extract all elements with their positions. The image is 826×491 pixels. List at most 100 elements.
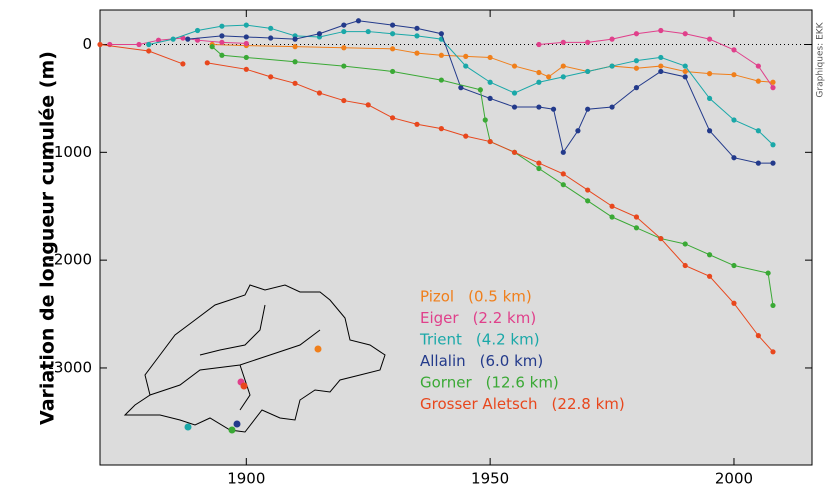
- data-point: [706, 71, 713, 77]
- data-point: [243, 40, 249, 47]
- plot-area: [99, 9, 813, 466]
- data-point: [194, 27, 201, 34]
- data-point: [609, 104, 615, 110]
- data-point: [463, 53, 469, 59]
- data-point: [770, 142, 776, 148]
- data-point: [755, 160, 761, 166]
- data-point: [511, 63, 518, 69]
- data-point: [706, 36, 713, 42]
- data-point: [268, 74, 274, 80]
- legend-length: (12.6 km): [486, 374, 559, 392]
- data-point: [365, 28, 371, 35]
- data-point: [585, 39, 591, 45]
- data-point: [658, 68, 664, 75]
- data-point: [731, 47, 737, 53]
- data-point: [292, 36, 298, 42]
- data-point: [585, 187, 591, 193]
- legend-length: (4.2 km): [476, 331, 540, 349]
- data-point: [682, 74, 688, 80]
- data-point: [658, 235, 664, 242]
- data-point: [755, 78, 761, 84]
- data-point: [390, 115, 396, 121]
- data-point: [438, 31, 444, 37]
- data-point: [755, 333, 761, 339]
- data-point: [560, 63, 566, 69]
- data-point: [755, 63, 761, 69]
- data-point: [414, 33, 420, 39]
- data-point: [390, 22, 396, 28]
- data-point: [292, 80, 298, 86]
- data-point: [609, 36, 615, 42]
- data-point: [706, 252, 713, 258]
- data-point: [731, 300, 737, 306]
- data-point: [136, 41, 142, 48]
- data-point: [243, 34, 249, 40]
- data-point: [609, 214, 615, 220]
- data-point: [536, 79, 542, 85]
- data-point: [341, 28, 347, 35]
- legend-name: Pizol: [420, 288, 454, 306]
- data-point: [770, 79, 776, 85]
- data-point: [463, 133, 469, 139]
- swiss-map: [123, 284, 386, 433]
- legend-length: (22.8 km): [552, 395, 625, 413]
- data-point: [633, 58, 640, 64]
- data-point: [390, 68, 396, 75]
- data-point: [682, 241, 688, 247]
- data-point: [511, 104, 518, 110]
- data-point: [180, 61, 186, 67]
- data-point: [292, 59, 298, 65]
- data-point: [487, 138, 493, 145]
- legend-name: Grosser Aletsch: [420, 395, 538, 413]
- data-point: [633, 65, 640, 71]
- y-tick-label: -1000: [48, 143, 92, 161]
- data-point: [536, 160, 542, 166]
- series-line: [211, 46, 774, 306]
- data-point: [755, 128, 761, 134]
- data-point: [770, 160, 776, 166]
- data-point: [609, 63, 615, 69]
- data-point: [316, 90, 323, 96]
- data-point: [341, 45, 347, 51]
- data-point: [268, 35, 274, 41]
- data-point: [180, 35, 186, 41]
- data-point: [560, 182, 566, 188]
- data-point: [682, 31, 688, 37]
- data-point: [268, 25, 274, 31]
- data-point: [414, 121, 420, 127]
- data-point: [609, 203, 615, 209]
- data-point: [414, 25, 420, 31]
- data-point: [511, 90, 518, 96]
- data-point: [185, 36, 191, 42]
- x-tick-label: 2000: [715, 470, 753, 488]
- data-point: [487, 95, 493, 102]
- data-point: [585, 68, 591, 75]
- legend-name: Trient: [419, 331, 462, 349]
- data-point: [731, 117, 737, 123]
- data-point: [731, 262, 737, 269]
- data-point: [341, 22, 347, 28]
- data-point: [633, 214, 640, 220]
- data-point: [682, 262, 688, 269]
- data-point: [658, 63, 664, 69]
- data-point: [155, 37, 162, 43]
- data-point: [219, 33, 225, 39]
- data-point: [658, 54, 664, 61]
- legend-name: Gorner: [420, 374, 472, 392]
- data-point: [682, 63, 688, 69]
- data-point: [477, 87, 483, 93]
- data-point: [633, 85, 640, 91]
- x-tick-label: 1900: [227, 470, 265, 488]
- data-point: [511, 149, 518, 155]
- data-point: [243, 54, 249, 61]
- data-point: [770, 85, 776, 91]
- data-point: [575, 128, 581, 134]
- data-point: [731, 155, 737, 161]
- data-point: [633, 31, 640, 37]
- data-point: [170, 36, 176, 42]
- data-point: [658, 27, 664, 34]
- data-point: [438, 77, 444, 83]
- data-point: [219, 39, 225, 45]
- data-point: [536, 69, 542, 76]
